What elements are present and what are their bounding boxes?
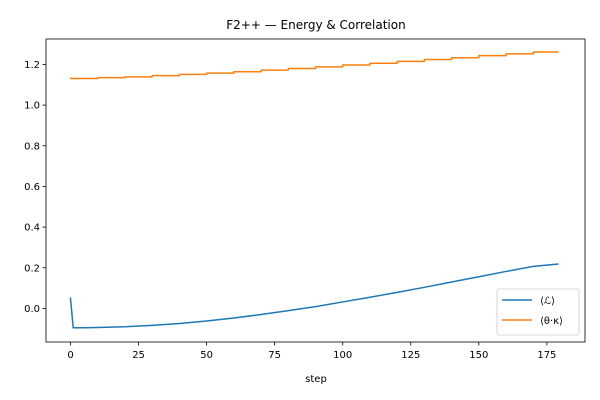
y-tick-label: 0.0 [24,304,40,315]
legend-label-0: ⟨ℒ⟩ [540,296,555,307]
x-axis-label: step [305,374,327,385]
x-tick-label: 50 [200,350,213,361]
x-tick-label: 75 [268,350,281,361]
plot-area [45,38,586,343]
y-tick-label: 0.6 [24,182,40,193]
x-tick-label: 25 [132,350,145,361]
chart-title: F2++ — Energy & Correlation [226,18,405,32]
y-tick-label: 1.2 [24,60,40,71]
legend: ⟨ℒ⟩ ⟨θ·κ⟩ [496,288,580,336]
x-tick-label: 175 [537,350,556,361]
series-lines [69,51,559,329]
y-tick-label: 0.8 [24,141,40,152]
y-tick-label: 0.2 [24,263,40,274]
series-line-0 [69,263,559,329]
x-tick-label: 125 [401,350,420,361]
legend-box [496,288,580,336]
y-tick-label: 1.0 [24,101,40,112]
x-tick-label: 100 [333,350,352,361]
x-axis: 0 25 50 75 100 125 150 175 [67,342,556,361]
x-tick-label: 150 [469,350,488,361]
y-tick-label: 0.4 [24,223,40,234]
x-tick-label: 0 [67,350,73,361]
series-line-1 [69,51,559,80]
y-axis: 0.0 0.2 0.4 0.6 0.8 1.0 1.2 [24,60,46,315]
legend-label-1: ⟨θ·κ⟩ [540,316,563,327]
axes-frame [45,38,586,343]
